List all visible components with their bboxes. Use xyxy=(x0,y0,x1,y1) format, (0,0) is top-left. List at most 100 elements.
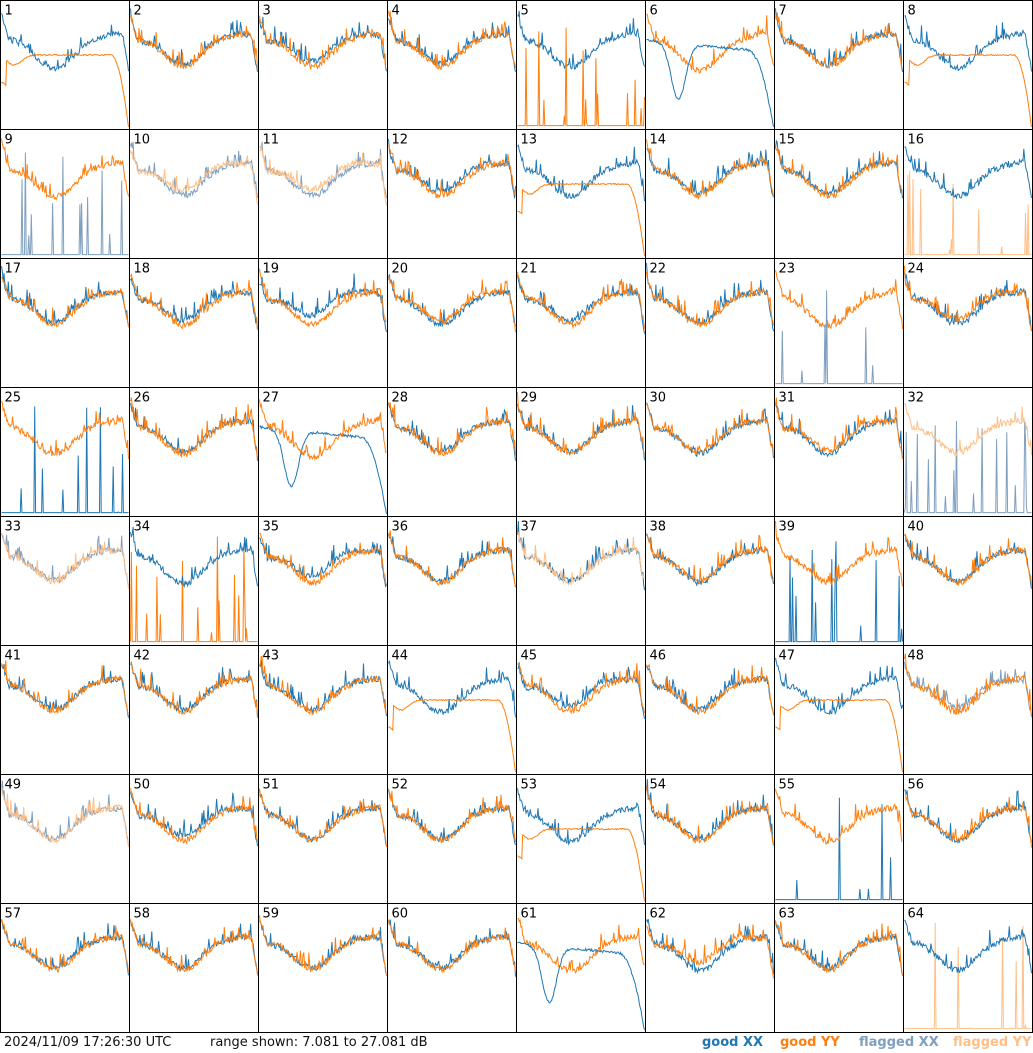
panel-frame xyxy=(258,0,388,130)
yy-spectrum-line xyxy=(1,918,129,974)
tile-label: 61 xyxy=(521,907,538,922)
tile-panel: 6 xyxy=(645,0,775,130)
yy-spectrum-line xyxy=(904,403,1032,456)
tile-panel: 9 xyxy=(0,129,130,259)
tile-panel: 56 xyxy=(903,774,1033,904)
yy-spectrum-line xyxy=(130,149,258,205)
tile-label: 54 xyxy=(650,778,667,793)
yy-spectrum-line xyxy=(646,13,774,74)
panel-frame xyxy=(0,903,130,1033)
yy-spectrum-line xyxy=(904,53,1032,127)
tile-panel: 43 xyxy=(258,645,388,775)
panel-frame xyxy=(387,258,517,388)
tile-panel: 26 xyxy=(129,387,259,517)
yy-spectrum-line xyxy=(517,663,645,715)
xx-spectrum-line xyxy=(646,39,774,127)
tile-label: 17 xyxy=(5,262,22,277)
range-text: range shown: 7.081 to 27.081 dB xyxy=(210,1035,428,1050)
tile-label: 37 xyxy=(521,520,538,535)
panel-frame xyxy=(129,258,259,388)
tile-panel: 19 xyxy=(258,258,388,388)
panel-frame xyxy=(258,645,388,775)
tile-panel: 60 xyxy=(387,903,517,1033)
tile-label: 30 xyxy=(650,391,667,406)
tile-label: 42 xyxy=(134,649,151,664)
panel-frame xyxy=(774,129,904,259)
panel-frame xyxy=(774,645,904,775)
yy-spectrum-line xyxy=(1,787,129,848)
xx-spectrum-line xyxy=(904,420,1032,514)
xx-spectrum-line xyxy=(259,658,387,717)
panel-frame xyxy=(903,258,1033,388)
tile-label: 58 xyxy=(134,907,151,922)
tile-label: 18 xyxy=(134,262,151,277)
tile-panel: 53 xyxy=(516,774,646,904)
yy-spectrum-line xyxy=(775,146,903,199)
tile-panel: 18 xyxy=(129,258,259,388)
tile-label: 49 xyxy=(5,778,22,793)
legend-flagged-yy: flagged YY xyxy=(953,1035,1032,1050)
yy-spectrum-line xyxy=(517,182,645,256)
tile-label: 11 xyxy=(263,133,280,148)
tile-label: 64 xyxy=(908,907,925,922)
tile-label: 2 xyxy=(134,4,142,19)
tile-label: 3 xyxy=(263,4,271,19)
legend-good-yy: good YY xyxy=(780,1035,840,1050)
tile-panel: 4 xyxy=(387,0,517,130)
panel-frame xyxy=(258,903,388,1033)
panel-frame xyxy=(516,516,646,646)
tile-panel: 34 xyxy=(129,516,259,646)
yy-spectrum-line xyxy=(388,146,516,199)
yy-spectrum-line xyxy=(775,12,903,69)
tile-panel: 49 xyxy=(0,774,130,904)
timestamp: 2024/11/09 17:26:30 UTC xyxy=(4,1035,172,1050)
yy-spectrum-line xyxy=(646,534,774,585)
xx-spectrum-line xyxy=(1,266,129,326)
tile-label: 44 xyxy=(392,649,409,664)
panel-frame xyxy=(129,129,259,259)
tile-label: 53 xyxy=(521,778,538,793)
tile-label: 27 xyxy=(263,391,280,406)
panel-frame xyxy=(516,0,646,130)
yy-spectrum-line xyxy=(1,53,129,127)
tile-label: 45 xyxy=(521,649,538,664)
yy-spectrum-line xyxy=(259,532,387,587)
panel-frame xyxy=(903,645,1033,775)
tile-panel: 30 xyxy=(645,387,775,517)
yy-spectrum-line xyxy=(517,391,645,457)
tile-label: 26 xyxy=(134,391,151,406)
yy-spectrum-line xyxy=(259,788,387,848)
xx-spectrum-line xyxy=(1,152,129,256)
tile-label: 8 xyxy=(908,4,916,19)
xx-spectrum-line xyxy=(775,797,903,901)
yy-spectrum-line xyxy=(259,399,387,461)
yy-spectrum-line xyxy=(388,402,516,457)
tile-panel: 59 xyxy=(258,903,388,1033)
tile-panel: 39 xyxy=(774,516,904,646)
xx-spectrum-line xyxy=(388,274,516,328)
tile-panel: 62 xyxy=(645,903,775,1033)
xx-spectrum-line xyxy=(646,533,774,587)
panel-frame xyxy=(129,387,259,517)
panel-frame xyxy=(516,258,646,388)
yy-spectrum-line xyxy=(388,530,516,587)
tile-panel: 28 xyxy=(387,387,517,517)
yy-spectrum-line xyxy=(775,698,903,772)
xx-spectrum-line xyxy=(517,788,645,846)
panel-frame xyxy=(0,516,130,646)
yy-spectrum-line xyxy=(130,273,258,330)
tile-label: 33 xyxy=(5,520,22,535)
tile-panel: 14 xyxy=(645,129,775,259)
tile-panel: 36 xyxy=(387,516,517,646)
footer: 2024/11/09 17:26:30 UTC range shown: 7.0… xyxy=(0,1033,1033,1053)
yy-spectrum-line xyxy=(388,919,516,974)
yy-spectrum-line xyxy=(904,653,1032,716)
tile-label: 10 xyxy=(134,133,151,148)
tile-panel: 2 xyxy=(129,0,259,130)
yy-spectrum-line xyxy=(646,139,774,201)
tile-panel: 27 xyxy=(258,387,388,517)
panel-frame xyxy=(903,774,1033,904)
tile-label: 35 xyxy=(263,520,280,535)
xx-spectrum-line xyxy=(775,8,903,73)
